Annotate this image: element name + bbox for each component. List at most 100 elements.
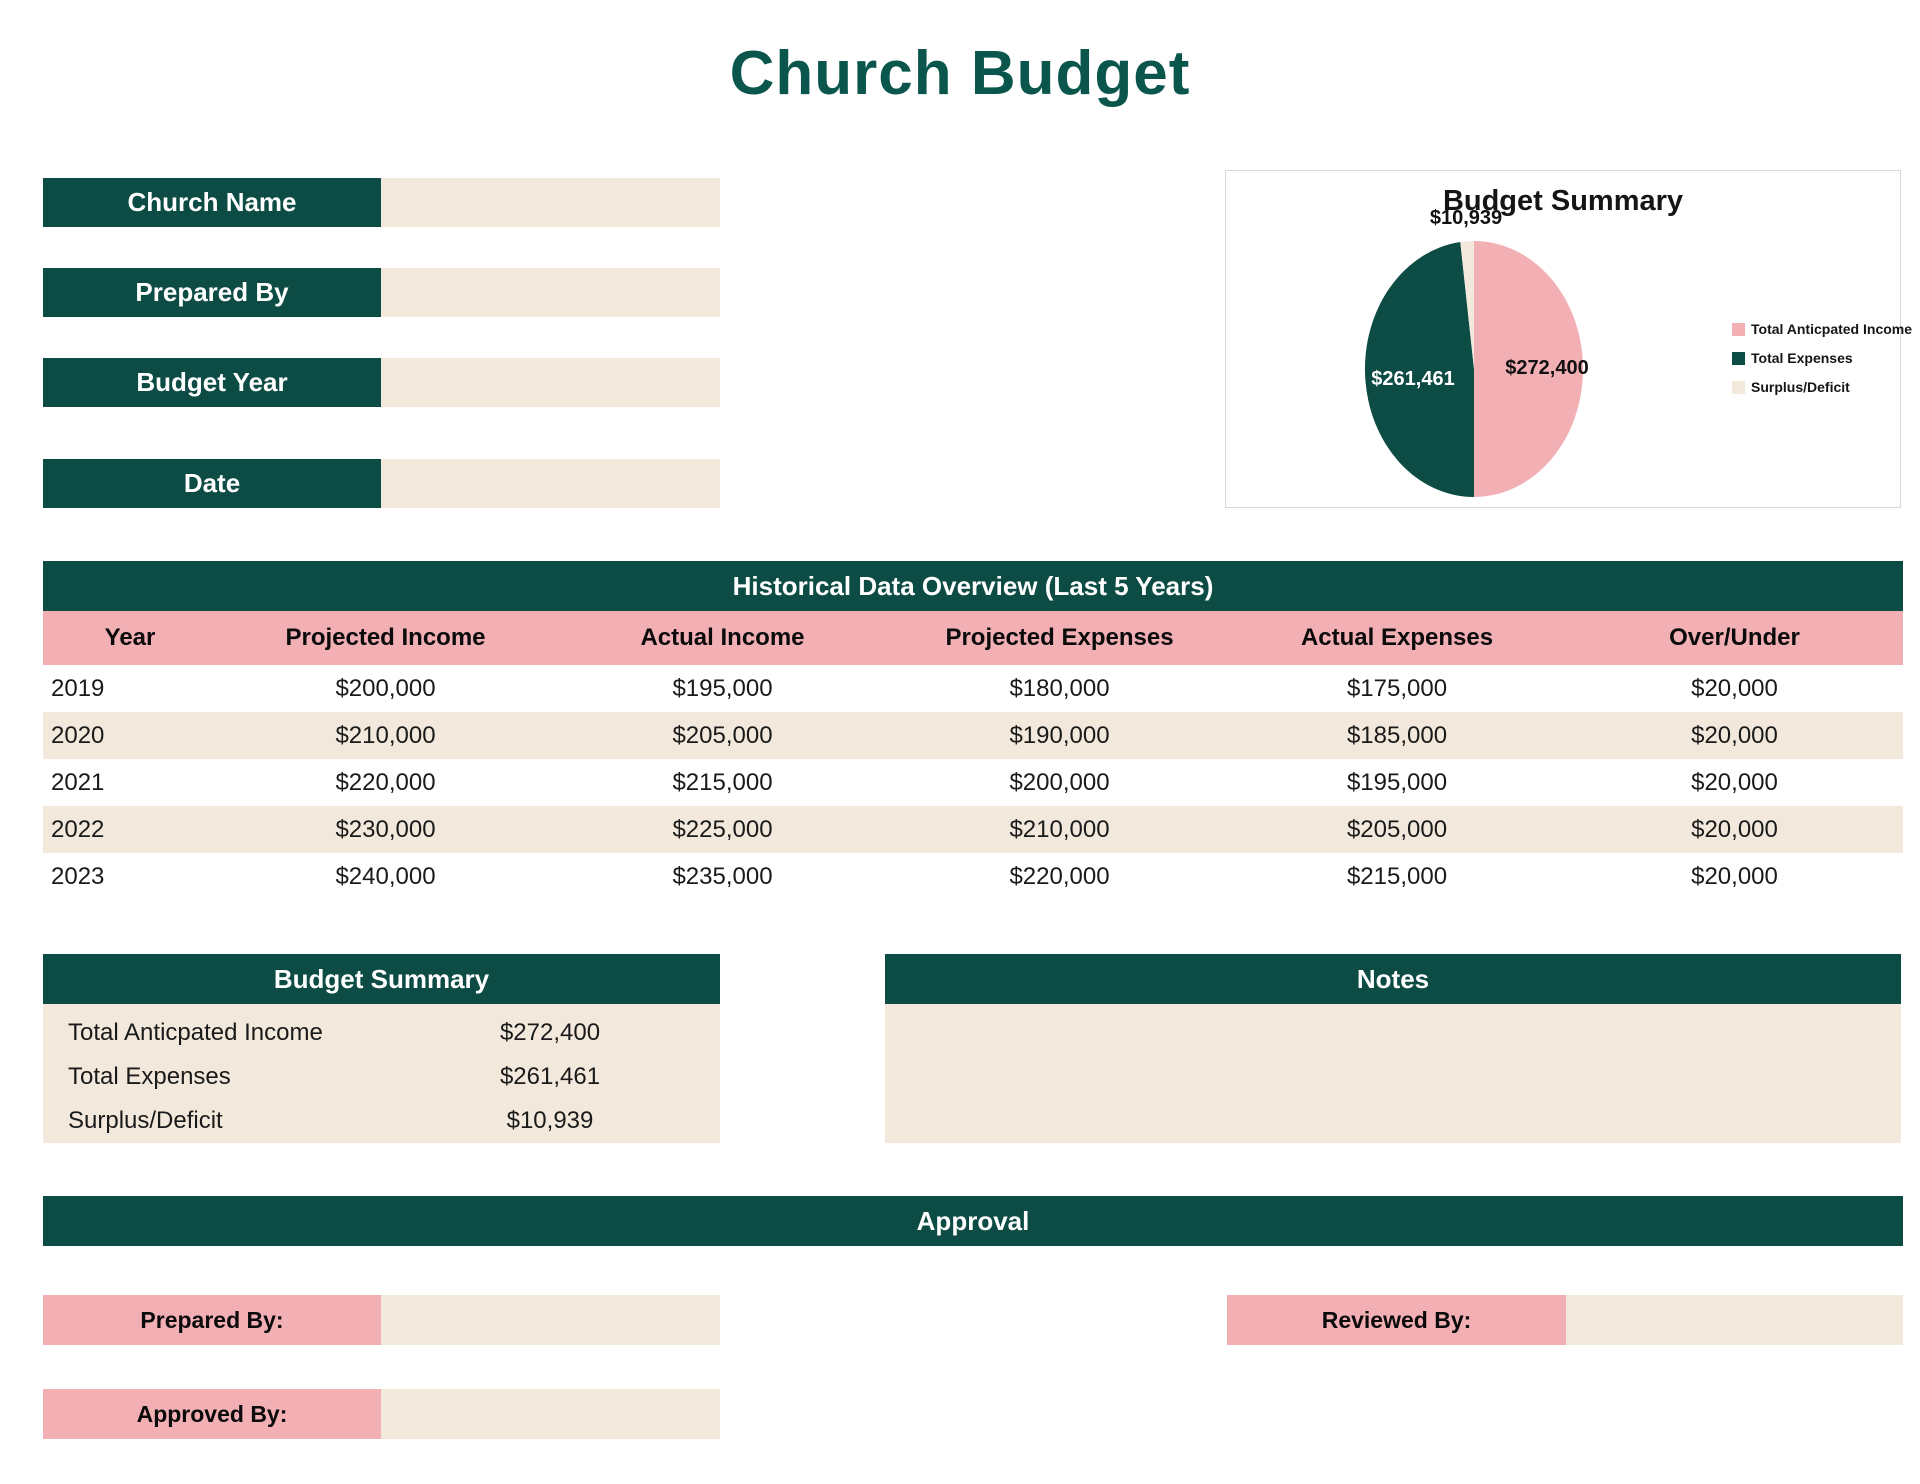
column-header-year: Year — [104, 624, 156, 651]
cell-over-under: $20,000 — [1691, 815, 1778, 843]
date-label: Date — [43, 459, 381, 508]
pie-label-surplus: $10,939 — [1429, 207, 1503, 229]
approval-row-approved-by: Approved By: — [43, 1389, 720, 1439]
cell-projected-expenses: $180,000 — [1009, 674, 1110, 702]
historical-data-section: Historical Data Overview (Last 5 Years) … — [43, 561, 1903, 900]
cell-year: 2022 — [51, 815, 105, 843]
column-header-actual-income: Actual Income — [640, 624, 805, 651]
pie-slice-surplus — [1460, 240, 1474, 369]
prepared-by-label: Prepared By — [43, 268, 381, 317]
church-name-label: Church Name — [43, 178, 381, 227]
legend-label-expenses: Total Expenses — [1751, 350, 1853, 366]
approval-row-prepared-by: Prepared By: — [43, 1295, 720, 1345]
cell-actual-income: $215,000 — [672, 768, 773, 796]
budget-year-label: Budget Year — [43, 358, 381, 407]
legend-item-income: Total Anticpated Income — [1732, 321, 1912, 337]
pie-slice-expenses — [1364, 242, 1474, 498]
legend-item-surplus: Surplus/Deficit — [1732, 379, 1912, 395]
budget-pie-chart — [1364, 240, 1583, 498]
budget-summary-body: Total Anticpated Income $272,400 Total E… — [43, 1004, 720, 1143]
approval-section-header: Approval — [43, 1196, 1903, 1246]
cell-actual-income: $225,000 — [672, 815, 773, 843]
historical-table-column-headers: Year Projected Income Actual Income Proj… — [43, 611, 1903, 665]
table-row-2022: 2022 $230,000 $225,000 $210,000 $205,000… — [43, 806, 1903, 853]
legend-swatch-income — [1732, 322, 1745, 336]
cell-over-under: $20,000 — [1691, 721, 1778, 749]
cell-actual-expenses: $185,000 — [1346, 721, 1448, 749]
legend-swatch-surplus — [1732, 380, 1745, 394]
cell-actual-income: $205,000 — [672, 721, 773, 749]
cell-projected-expenses: $190,000 — [1009, 721, 1110, 749]
pie-slice-income — [1474, 241, 1583, 497]
cell-actual-expenses: $205,000 — [1346, 815, 1448, 843]
prepared-by-input[interactable] — [381, 268, 720, 317]
legend-swatch-expenses — [1732, 351, 1745, 365]
page-title: Church Budget — [729, 39, 1191, 108]
approval-approved-by-input[interactable] — [381, 1389, 720, 1439]
approval-prepared-by-label: Prepared By: — [43, 1295, 381, 1345]
pie-label-income: $272,400 — [1505, 357, 1589, 379]
approval-row-reviewed-by: Reviewed By: — [1227, 1295, 1903, 1345]
cell-actual-expenses: $215,000 — [1346, 862, 1448, 890]
cell-projected-expenses: $210,000 — [1009, 815, 1110, 843]
cell-projected-expenses: $200,000 — [1009, 768, 1110, 796]
table-row-2021: 2021 $220,000 $215,000 $200,000 $195,000… — [43, 759, 1903, 806]
cell-projected-income: $200,000 — [335, 674, 436, 702]
cell-projected-income: $210,000 — [335, 721, 436, 749]
approval-reviewed-by-input[interactable] — [1566, 1295, 1903, 1345]
legend-label-surplus: Surplus/Deficit — [1751, 379, 1850, 395]
historical-data-header: Historical Data Overview (Last 5 Years) — [43, 561, 1903, 611]
notes-header: Notes — [885, 954, 1901, 1004]
approval-prepared-by-input[interactable] — [381, 1295, 720, 1345]
summary-label-expenses: Total Expenses — [68, 1063, 231, 1090]
pie-label-expenses: $261,461 — [1371, 368, 1455, 390]
cell-year: 2021 — [51, 768, 105, 796]
cell-actual-income: $195,000 — [672, 674, 773, 702]
approval-approved-by-label: Approved By: — [43, 1389, 381, 1439]
table-row-2020: 2020 $210,000 $205,000 $190,000 $185,000… — [43, 712, 1903, 759]
date-input[interactable] — [381, 459, 720, 508]
notes-section: Notes — [885, 954, 1901, 1143]
budget-summary-header: Budget Summary — [43, 954, 720, 1004]
summary-row-surplus: Surplus/Deficit $10,939 — [43, 1099, 720, 1143]
form-row-budget-year: Budget Year — [43, 358, 720, 407]
cell-projected-income: $230,000 — [335, 815, 436, 843]
cell-projected-income: $220,000 — [335, 768, 436, 796]
form-row-date: Date — [43, 459, 720, 508]
cell-actual-expenses: $175,000 — [1346, 674, 1448, 702]
approval-reviewed-by-label: Reviewed By: — [1227, 1295, 1566, 1345]
cell-projected-expenses: $220,000 — [1009, 862, 1110, 890]
table-row-2019: 2019 $200,000 $195,000 $180,000 $175,000… — [43, 665, 1903, 712]
cell-over-under: $20,000 — [1691, 862, 1778, 890]
form-row-prepared-by: Prepared By — [43, 268, 720, 317]
summary-value-income: $272,400 — [499, 1019, 601, 1046]
summary-value-surplus: $10,939 — [506, 1107, 594, 1134]
column-header-actual-expenses: Actual Expenses — [1300, 624, 1494, 651]
chart-legend: Total Anticpated Income Total Expenses S… — [1732, 321, 1912, 408]
cell-over-under: $20,000 — [1691, 768, 1778, 796]
cell-year: 2023 — [51, 862, 105, 890]
approval-header-label: Approval — [43, 1196, 1903, 1246]
cell-year: 2019 — [51, 674, 105, 702]
cell-projected-income: $240,000 — [335, 862, 436, 890]
cell-over-under: $20,000 — [1691, 674, 1778, 702]
column-header-projected-income: Projected Income — [285, 624, 486, 651]
summary-row-income: Total Anticpated Income $272,400 — [43, 1011, 720, 1055]
notes-input[interactable] — [885, 1004, 1901, 1143]
summary-label-income: Total Anticpated Income — [68, 1019, 323, 1046]
budget-year-input[interactable] — [381, 358, 720, 407]
cell-year: 2020 — [51, 721, 105, 749]
legend-label-income: Total Anticpated Income — [1751, 321, 1913, 337]
summary-label-surplus: Surplus/Deficit — [68, 1107, 223, 1134]
legend-item-expenses: Total Expenses — [1732, 350, 1912, 366]
budget-summary-chart: Budget Summary $10,939 $272,400 $261,461… — [1225, 170, 1912, 508]
form-row-church-name: Church Name — [43, 178, 720, 227]
church-name-input[interactable] — [381, 178, 720, 227]
cell-actual-expenses: $195,000 — [1346, 768, 1448, 796]
summary-value-expenses: $261,461 — [499, 1063, 601, 1090]
chart-title: Budget Summary — [1442, 185, 1684, 217]
cell-actual-income: $235,000 — [672, 862, 773, 890]
summary-row-expenses: Total Expenses $261,461 — [43, 1055, 720, 1099]
table-row-2023: 2023 $240,000 $235,000 $220,000 $215,000… — [43, 853, 1903, 900]
